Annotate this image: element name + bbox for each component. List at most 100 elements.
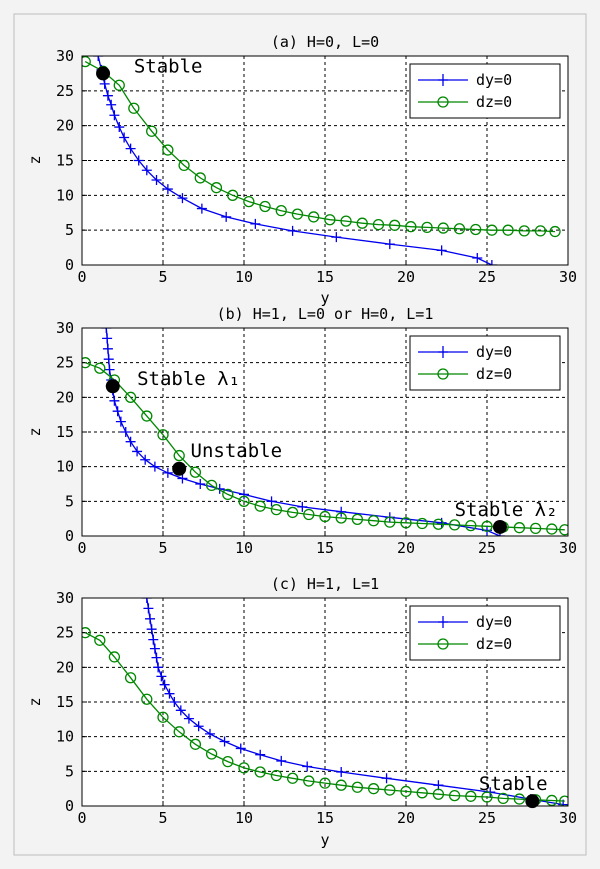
- data-point: [133, 155, 144, 166]
- data-point: [82, 627, 91, 639]
- legend-label: dy=0: [476, 343, 512, 361]
- x-tick-label: 5: [158, 268, 167, 286]
- x-tick-label: 0: [77, 268, 86, 286]
- data-point: [303, 508, 315, 521]
- y-tick-label: 0: [65, 797, 74, 815]
- data-point: [243, 195, 255, 208]
- y-axis-label: z: [26, 155, 44, 164]
- data-point: [486, 260, 497, 265]
- data-point: [367, 515, 380, 527]
- data-point: [465, 519, 477, 532]
- data-point: [400, 517, 412, 529]
- chart-title: (a) H=0, L=0: [271, 33, 379, 51]
- y-axis-label: z: [26, 427, 44, 436]
- x-tick-label: 15: [316, 268, 334, 286]
- data-point: [162, 184, 173, 195]
- data-point: [297, 501, 308, 512]
- x-tick-label: 10: [235, 809, 253, 827]
- data-point: [534, 225, 547, 237]
- data-point: [470, 223, 482, 236]
- y-tick-label: 5: [65, 762, 74, 780]
- equilibrium-point: [105, 379, 120, 394]
- data-point: [159, 679, 170, 690]
- data-point: [119, 132, 130, 143]
- data-point: [205, 479, 218, 492]
- data-point: [108, 651, 121, 663]
- annotation-label: Stable λ₁: [137, 368, 240, 390]
- data-point: [175, 705, 186, 716]
- data-point: [287, 225, 298, 236]
- data-point: [125, 436, 136, 447]
- data-point: [546, 523, 558, 535]
- data-point: [94, 634, 106, 646]
- data-point: [259, 200, 271, 213]
- data-point: [109, 110, 120, 121]
- data-point: [276, 755, 287, 766]
- data-point: [146, 125, 158, 137]
- y-tick-label: 30: [56, 589, 74, 607]
- data-point: [336, 767, 347, 778]
- data-point: [254, 766, 266, 778]
- data-point: [319, 510, 331, 523]
- annotation-label: Stable: [134, 56, 203, 78]
- x-axis-label: y: [320, 831, 329, 849]
- data-point: [102, 343, 113, 354]
- data-point: [205, 748, 218, 760]
- data-point: [513, 522, 526, 534]
- y-tick-label: 15: [56, 423, 74, 441]
- data-point: [335, 512, 347, 524]
- data-point: [102, 333, 113, 344]
- data-point: [502, 224, 514, 236]
- data-point: [384, 516, 396, 528]
- axes-box: [81, 597, 569, 807]
- data-point: [384, 784, 396, 796]
- data-point: [112, 406, 123, 417]
- data-point: [103, 354, 114, 365]
- y-tick-label: 25: [56, 354, 74, 372]
- data-point: [235, 743, 246, 754]
- data-point: [384, 239, 395, 250]
- data-point: [529, 522, 542, 535]
- data-point: [178, 159, 190, 172]
- x-tick-label: 30: [559, 268, 577, 286]
- data-point: [302, 761, 313, 772]
- data-point: [153, 662, 164, 673]
- data-point: [405, 221, 417, 233]
- x-tick-label: 25: [478, 809, 496, 827]
- equilibrium-point: [172, 461, 187, 476]
- chart-title: (b) H=1, L=0 or H=0, L=1: [217, 305, 434, 323]
- legend-label: dz=0: [476, 93, 512, 111]
- data-point: [151, 652, 162, 663]
- data-point: [372, 218, 385, 231]
- y-tick-label: 25: [56, 624, 74, 642]
- data-point: [254, 500, 266, 512]
- x-tick-label: 20: [397, 809, 415, 827]
- data-point: [472, 253, 483, 264]
- y-tick-label: 10: [56, 728, 74, 746]
- data-point: [219, 736, 230, 747]
- data-point: [149, 461, 160, 472]
- legend-entry: dy=0: [418, 613, 512, 631]
- data-point: [453, 223, 466, 235]
- data-point: [148, 634, 159, 645]
- legend-marker: [438, 74, 448, 86]
- data-point: [356, 217, 368, 229]
- x-tick-label: 25: [478, 539, 496, 557]
- equilibrium-point: [525, 794, 540, 809]
- x-tick-label: 20: [397, 268, 415, 286]
- data-point: [194, 172, 206, 184]
- data-point: [189, 466, 202, 478]
- data-point: [331, 232, 342, 243]
- data-point: [286, 506, 299, 519]
- data-point: [351, 781, 364, 793]
- data-point: [270, 769, 283, 782]
- legend: dy=0 dz=0: [409, 335, 561, 391]
- data-point: [465, 790, 477, 802]
- chart-panel-0: 0 5 10 15 20 25 30 0 5 10 15 20 25 30 (a) H=0, L=0 y z St…: [26, 33, 577, 307]
- data-point: [141, 410, 153, 422]
- x-tick-label: 5: [158, 809, 167, 827]
- data-point: [113, 79, 125, 91]
- legend-entry: dy=0: [418, 343, 512, 361]
- data-point: [238, 762, 250, 774]
- data-point: [559, 524, 568, 536]
